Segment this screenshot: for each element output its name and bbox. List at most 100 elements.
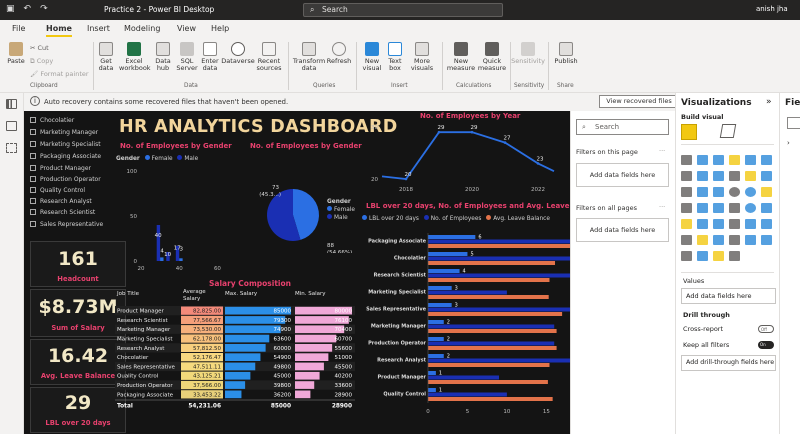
kpi-card-leave-balance[interactable]: 16.42 Avg. Leave Balance	[30, 339, 126, 385]
slicer-item[interactable]: Packaging Associate	[30, 153, 101, 160]
gauge-icon[interactable]	[745, 203, 756, 213]
filled-map-icon[interactable]	[697, 203, 708, 213]
more-options-icon[interactable]: ···	[659, 147, 666, 155]
slicer-item[interactable]: Research Scientist	[30, 209, 95, 216]
slicer-item[interactable]: Chocolatier	[30, 117, 74, 124]
get-data-button[interactable]: Get data	[96, 42, 116, 72]
clustered-column-icon[interactable]	[729, 155, 740, 165]
menu-home[interactable]: Home	[46, 24, 72, 37]
donut-chart-icon[interactable]	[745, 187, 756, 197]
menu-help[interactable]: Help	[211, 24, 230, 33]
undo-icon[interactable]: ↶	[23, 4, 32, 14]
funnel-icon[interactable]	[697, 187, 708, 197]
key-influencers-icon[interactable]	[697, 235, 708, 245]
publish-button[interactable]: Publish	[552, 42, 580, 65]
kpi-card-headcount[interactable]: 161 Headcount	[30, 241, 126, 287]
fields-title[interactable]: Field	[785, 98, 800, 108]
model-view-icon[interactable]	[6, 143, 17, 153]
sensitivity-button[interactable]: Sensitivity	[511, 42, 545, 65]
slicer-item[interactable]: Marketing Specialist	[30, 141, 101, 148]
slicer-item[interactable]: Quality Control	[30, 187, 85, 194]
sql-server-button[interactable]: SQL Server	[176, 42, 198, 72]
data-hub-button[interactable]: Data hub	[152, 42, 174, 72]
kpi-icon[interactable]	[697, 219, 708, 229]
slicer-item[interactable]: Sales Representative	[30, 221, 103, 228]
quick-measure-button[interactable]: Quick measure	[477, 42, 507, 72]
stacked-area-icon[interactable]	[713, 171, 724, 181]
menu-modeling[interactable]: Modeling	[124, 24, 161, 33]
slicer-icon[interactable]	[713, 219, 724, 229]
fields-search-input[interactable]	[787, 117, 800, 129]
paste-button[interactable]: Paste	[6, 42, 26, 65]
paginated-icon[interactable]	[761, 235, 772, 245]
slicer-item[interactable]: Product Manager	[30, 165, 91, 172]
power-automate-icon[interactable]	[697, 251, 708, 261]
power-apps-icon[interactable]	[681, 251, 692, 261]
clustered-bar-icon[interactable]	[713, 155, 724, 165]
refresh-button[interactable]: Refresh	[326, 42, 352, 65]
report-view-icon[interactable]	[6, 99, 17, 109]
100-column-icon[interactable]	[761, 155, 772, 165]
slicer-item[interactable]: Marketing Manager	[30, 129, 98, 136]
menu-file[interactable]: File	[12, 24, 26, 33]
more-visuals-icon[interactable]	[729, 251, 740, 261]
view-recovered-files-button[interactable]: View recovered files	[599, 95, 679, 108]
cut-button[interactable]: ✂ Cut	[30, 44, 49, 52]
build-visual-icon[interactable]	[681, 124, 697, 140]
pie-chart-icon[interactable]	[729, 187, 740, 197]
map-icon[interactable]	[681, 203, 692, 213]
narrative-icon[interactable]	[745, 235, 756, 245]
multi-row-card-icon[interactable]	[681, 219, 692, 229]
table-icon[interactable]	[729, 219, 740, 229]
decomposition-tree-icon[interactable]	[713, 235, 724, 245]
shape-map-icon[interactable]	[713, 203, 724, 213]
python-visual-icon[interactable]	[681, 235, 692, 245]
filters-on-all-dropzone[interactable]: Add data fields here	[576, 218, 669, 242]
transform-data-button[interactable]: Transform data	[292, 42, 326, 72]
search-box[interactable]: ⌕ Search	[303, 3, 503, 17]
keep-all-filters-toggle[interactable]: On	[758, 341, 774, 349]
expand-icon[interactable]: ›	[787, 139, 790, 147]
enter-data-button[interactable]: Enter data	[199, 42, 221, 72]
kpi-card-lbl[interactable]: 29 LBL over 20 days	[30, 387, 126, 433]
treemap-icon[interactable]	[761, 187, 772, 197]
recent-sources-button[interactable]: Recent sources	[255, 42, 283, 72]
line-chart-icon[interactable]	[681, 171, 692, 181]
cross-report-toggle[interactable]: Off	[758, 325, 774, 333]
filter-search-input[interactable]: ⌕ Search	[576, 119, 669, 135]
ribbon-chart-icon[interactable]	[761, 171, 772, 181]
qa-icon[interactable]	[729, 235, 740, 245]
new-measure-button[interactable]: New measure	[445, 42, 477, 72]
save-icon[interactable]: ▣	[6, 4, 15, 14]
dataverse-button[interactable]: Dataverse	[221, 42, 255, 65]
slicer-item[interactable]: Production Operator	[30, 176, 101, 183]
menu-view[interactable]: View	[177, 24, 196, 33]
collapse-pane-icon[interactable]: »	[766, 97, 772, 107]
area-chart-icon[interactable]	[697, 171, 708, 181]
menu-insert[interactable]: Insert	[87, 24, 110, 33]
excel-button[interactable]: Excel workbook	[119, 42, 151, 72]
card-icon[interactable]	[761, 203, 772, 213]
format-visual-icon[interactable]	[719, 124, 737, 138]
line-clustered-icon[interactable]	[745, 171, 756, 181]
100-bar-icon[interactable]	[745, 155, 756, 165]
values-dropzone[interactable]: Add data fields here	[681, 288, 776, 304]
table-view-icon[interactable]	[6, 121, 17, 131]
stacked-bar-icon[interactable]	[681, 155, 692, 165]
filters-on-page-dropzone[interactable]: Add data fields here	[576, 163, 669, 187]
line-column-icon[interactable]	[729, 171, 740, 181]
new-visual-button[interactable]: New visual	[360, 42, 384, 72]
waterfall-icon[interactable]	[681, 187, 692, 197]
slicer-item[interactable]: Research Analyst	[30, 198, 92, 205]
format-painter-button[interactable]: 🖌 Format painter	[30, 70, 89, 78]
stacked-column-icon[interactable]	[697, 155, 708, 165]
scatter-icon[interactable]	[713, 187, 724, 197]
azure-map-icon[interactable]	[729, 203, 740, 213]
user-name[interactable]: anish jha	[756, 5, 788, 13]
redo-icon[interactable]: ↷	[40, 4, 48, 14]
more-visuals-button[interactable]: More visuals	[408, 42, 436, 72]
more-options-icon[interactable]: ···	[659, 203, 666, 211]
r-visual-icon[interactable]	[761, 219, 772, 229]
text-box-button[interactable]: Text box	[385, 42, 405, 72]
arcgis-icon[interactable]	[713, 251, 724, 261]
